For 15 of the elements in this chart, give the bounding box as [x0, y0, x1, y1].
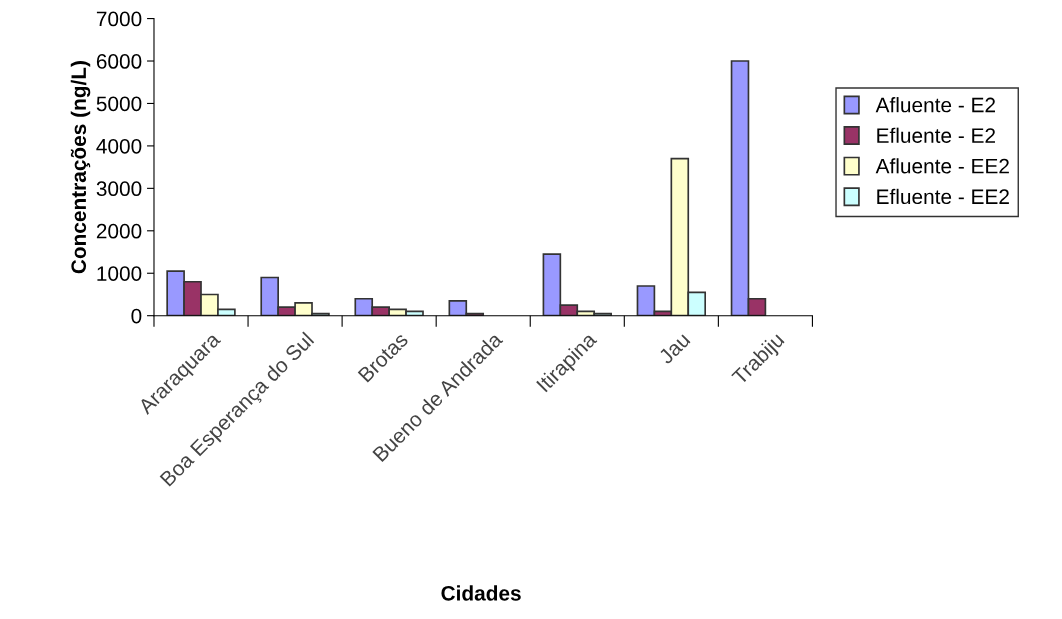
y-tick-label: 5000: [96, 96, 142, 112]
x-axis-title: Cidades: [441, 585, 521, 601]
legend-label: Afluente - E2: [875, 97, 995, 113]
y-tick-label: 6000: [96, 54, 142, 69]
legend-label: Afluente - EE2: [875, 158, 1009, 174]
y-tick-label: 7000: [96, 11, 142, 27]
y-axis-title: Concentrações (ng/L): [70, 61, 91, 274]
y-tick-label: 3000: [96, 181, 142, 197]
y-tick-label: 0: [131, 308, 142, 324]
x-tick-label: Jau: [657, 332, 691, 365]
legend-label: Efluente - E2: [877, 127, 995, 143]
y-tick-label: 1000: [97, 266, 142, 281]
y-tick-label: 2000: [96, 223, 142, 239]
legend-label: Efluente - EE2: [877, 188, 1009, 205]
y-tick-label: 4000: [96, 138, 142, 154]
